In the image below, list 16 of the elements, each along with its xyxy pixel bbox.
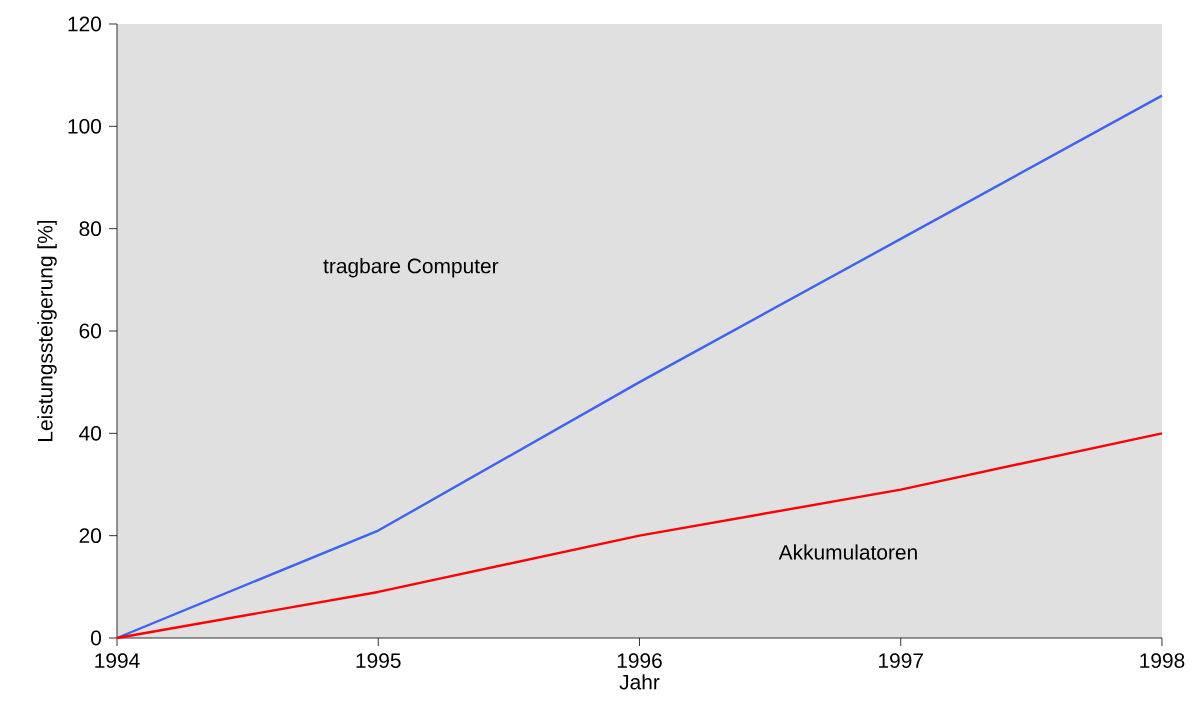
y-tick-label: 80 <box>79 221 102 237</box>
y-tick-label: 60 <box>79 323 102 339</box>
x-tick-label: 1998 <box>1140 653 1185 668</box>
y-tick-label: 40 <box>79 425 102 441</box>
annotation: Akkumulatoren <box>778 544 917 560</box>
annotation: tragbare Computer <box>323 258 499 278</box>
y-tick-label: 120 <box>68 16 102 32</box>
x-tick-label: 1994 <box>95 653 140 668</box>
x-axis-title: Jahr <box>619 674 660 690</box>
y-axis-title: Leistungssteigerung [%] <box>37 220 57 441</box>
x-tick-label: 1995 <box>356 653 401 668</box>
y-tick-label: 100 <box>68 118 102 134</box>
y-tick-label: 20 <box>79 528 102 544</box>
y-tick-label: 0 <box>91 630 102 646</box>
x-tick-label: 1996 <box>617 653 662 668</box>
x-tick-label: 1997 <box>879 653 923 668</box>
